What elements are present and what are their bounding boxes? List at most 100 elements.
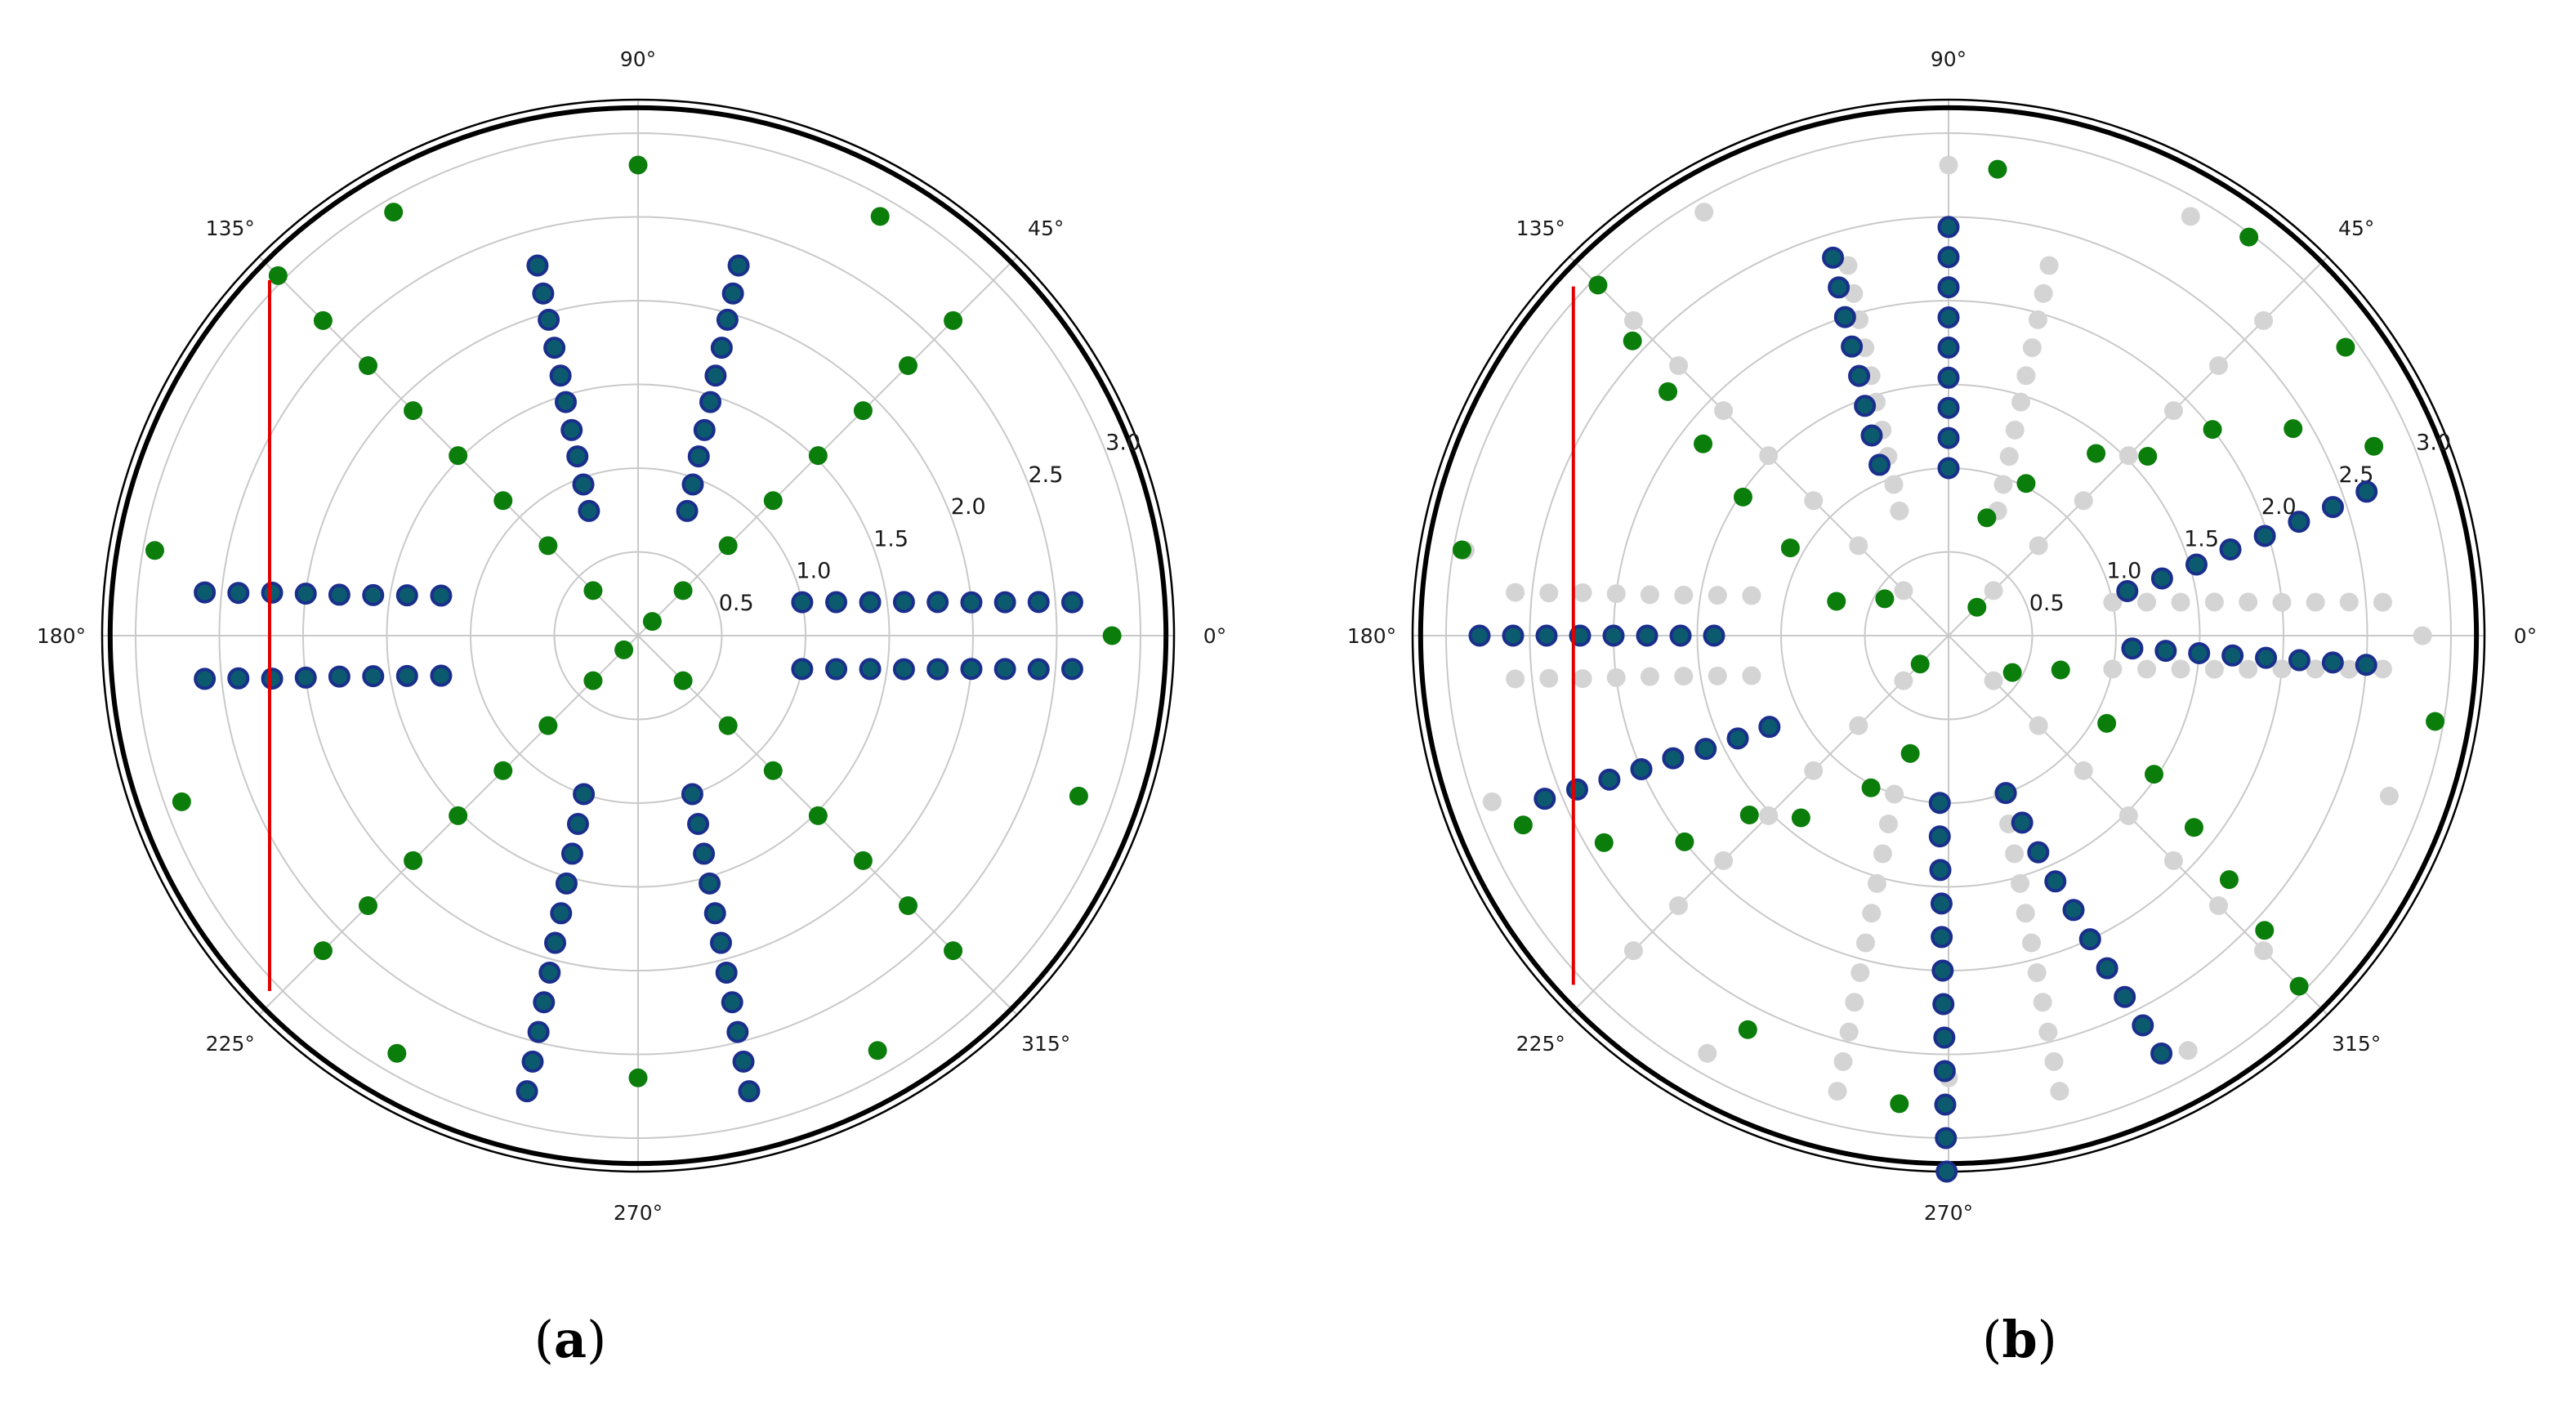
blue-point xyxy=(926,591,949,614)
r-tick-label: 0.5 xyxy=(2029,591,2065,616)
green-point xyxy=(1875,589,1895,609)
green-point xyxy=(763,491,783,511)
blue-point xyxy=(892,658,915,681)
blue-point xyxy=(2132,1014,2154,1037)
green-point xyxy=(172,792,191,811)
blue-point xyxy=(2121,637,2144,660)
green-point xyxy=(2203,420,2222,440)
grey-point xyxy=(2373,592,2392,612)
r-tick-label: 0.5 xyxy=(719,591,754,616)
blue-point xyxy=(2219,538,2242,561)
green-point xyxy=(673,671,693,690)
blue-point xyxy=(526,254,549,277)
green-point xyxy=(870,207,890,226)
blue-point xyxy=(533,991,556,1014)
polar-plot-a: 0° 45° 90° 135° 180° 225° 270° 315° 0.5 1.0 1.5 2.0… xyxy=(37,47,1226,1225)
grey-point xyxy=(1759,446,1779,466)
blue-point xyxy=(1833,306,1856,328)
green-point xyxy=(2016,474,2036,493)
blue-point xyxy=(726,1020,749,1043)
green-point xyxy=(583,581,603,601)
grey-point xyxy=(1878,814,1898,833)
blue-point xyxy=(993,658,1016,681)
blue-point xyxy=(1860,424,1883,447)
blue-point xyxy=(960,591,983,614)
blue-point xyxy=(1598,768,1621,791)
grey-point xyxy=(1573,583,1592,602)
r-tick-label: 3.0 xyxy=(2416,431,2451,456)
grey-point xyxy=(2413,626,2432,645)
series-grey xyxy=(1455,155,2432,1101)
blue-point xyxy=(294,583,317,605)
blue-point xyxy=(2355,480,2378,503)
blue-point xyxy=(716,308,739,331)
blue-point xyxy=(560,418,583,441)
grey-point xyxy=(2137,592,2157,612)
blue-point xyxy=(566,812,589,835)
blue-point xyxy=(1937,336,1960,359)
blue-point xyxy=(194,581,217,604)
blue-point xyxy=(328,665,350,688)
blue-point xyxy=(516,1080,538,1103)
blue-point xyxy=(1933,1026,1956,1049)
r-tick-label: 1.5 xyxy=(873,526,909,551)
blue-point xyxy=(2355,654,2377,676)
blue-point xyxy=(538,308,560,331)
green-point xyxy=(2284,419,2303,439)
green-point xyxy=(1890,1094,1909,1114)
green-point xyxy=(673,581,693,601)
blue-point xyxy=(710,337,733,359)
green-point xyxy=(2364,436,2384,456)
blue-point xyxy=(2185,553,2208,576)
grey-point xyxy=(1674,585,1694,605)
blue-point xyxy=(1930,892,1953,915)
blue-point xyxy=(715,961,738,984)
green-point xyxy=(1967,597,1987,617)
blue-point xyxy=(362,583,385,606)
blue-point xyxy=(2255,646,2278,669)
blue-point xyxy=(1636,624,1659,647)
grey-point xyxy=(2038,1022,2058,1042)
blue-point xyxy=(1994,782,2017,805)
grey-point xyxy=(1708,586,1727,605)
green-point xyxy=(1900,743,1920,763)
blue-point xyxy=(362,665,385,688)
theta-tick-label: 135° xyxy=(1516,217,1565,240)
grey-point xyxy=(1506,583,1525,602)
blue-point xyxy=(1027,591,1050,614)
theta-tick-label: 180° xyxy=(1347,624,1396,648)
grey-point xyxy=(2005,420,2025,440)
grey-point xyxy=(2039,256,2059,275)
grey-point xyxy=(2204,592,2224,612)
grey-point xyxy=(2178,1041,2198,1060)
grey-point xyxy=(2022,338,2042,358)
grey-point xyxy=(2011,873,2030,893)
grey-point xyxy=(1839,1022,1859,1042)
grey-point xyxy=(2033,993,2052,1012)
blue-point xyxy=(1854,395,1877,417)
grey-point xyxy=(1640,667,1659,686)
blue-point xyxy=(2221,644,2244,667)
grey-point xyxy=(2050,1082,2069,1101)
grey-point xyxy=(1714,851,1734,870)
grey-point xyxy=(2204,659,2224,679)
grey-point xyxy=(1894,671,1913,690)
green-point xyxy=(358,355,377,375)
panel-label-b: (b) xyxy=(1982,1310,2057,1369)
blue-point xyxy=(1928,792,1951,815)
grey-point xyxy=(1804,491,1824,511)
blue-point xyxy=(294,666,317,689)
blue-point xyxy=(261,668,283,690)
green-point xyxy=(718,716,738,735)
grey-point xyxy=(2163,401,2183,421)
series-blue xyxy=(194,254,1083,1103)
blue-point xyxy=(573,783,596,806)
green-point xyxy=(1694,434,1713,453)
grey-point xyxy=(1993,475,2013,494)
blue-point xyxy=(693,842,716,865)
r-tick-label: 1.0 xyxy=(2106,559,2141,584)
blue-point xyxy=(1935,1127,1958,1150)
grey-point xyxy=(2044,1052,2064,1071)
grey-point xyxy=(1804,761,1824,780)
green-point xyxy=(1739,805,1759,824)
